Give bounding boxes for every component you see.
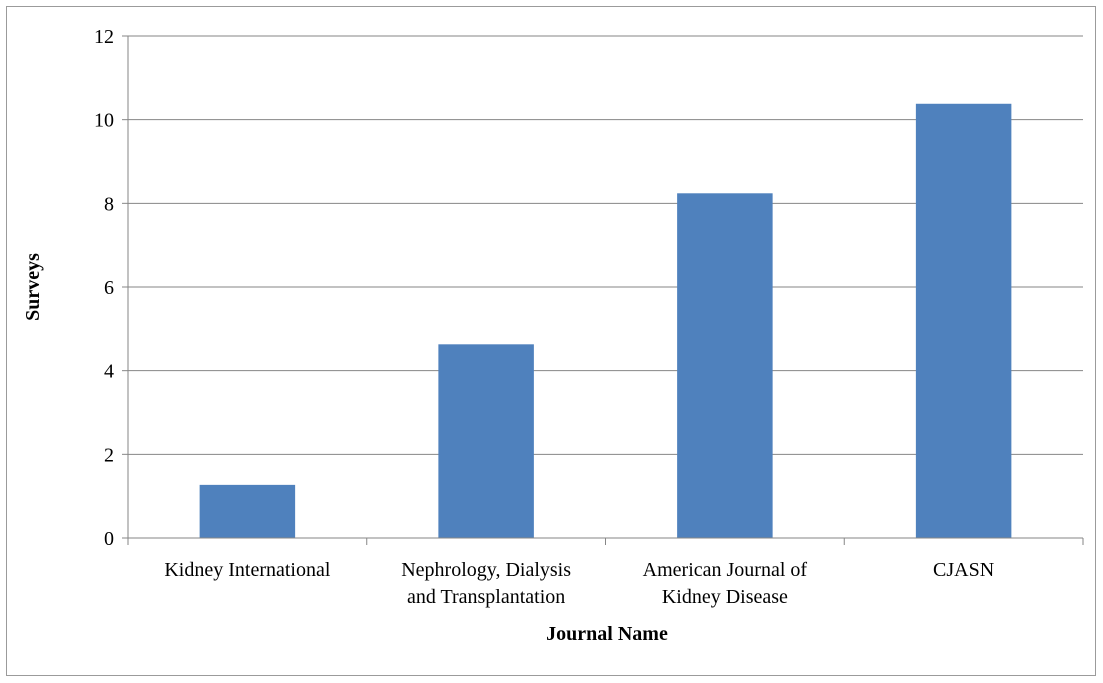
y-tick-labels: 0 2 4 6 8 10 12 [94, 26, 114, 550]
bar [677, 193, 773, 538]
y-axis-title: Surveys [22, 253, 44, 321]
x-tick-labels: Kidney International Nephrology, Dialysis… [164, 559, 994, 608]
x-tick-label-line: Kidney Disease [662, 586, 788, 608]
y-tick-label: 0 [104, 528, 114, 550]
bar [438, 344, 534, 538]
x-tick-label: Nephrology, Dialysis and Transplantation [401, 559, 571, 608]
x-axis-title: Journal Name [546, 623, 668, 645]
x-tick-label: CJASN [933, 559, 994, 581]
x-tick-label-line: Nephrology, Dialysis [401, 559, 571, 581]
bar [199, 484, 296, 538]
y-tick-label: 4 [104, 361, 114, 383]
x-tick-label-line: American Journal of [643, 559, 808, 581]
y-tick-label: 2 [104, 444, 114, 466]
chart-frame [6, 6, 1096, 676]
x-tick-label: American Journal of Kidney Disease [643, 559, 808, 608]
bar [915, 103, 1012, 539]
x-tick-label-line: CJASN [933, 559, 994, 581]
bars [199, 103, 1012, 539]
y-tick-label: 6 [104, 277, 114, 299]
y-tick-label: 8 [104, 193, 114, 215]
y-tick-label: 12 [94, 26, 114, 48]
x-tick-label: Kidney International [164, 559, 330, 581]
axes [122, 35, 1084, 545]
x-tick-label-line: Kidney International [164, 559, 330, 581]
y-tick-label: 10 [94, 110, 114, 132]
x-tick-label-line: and Transplantation [407, 586, 565, 608]
